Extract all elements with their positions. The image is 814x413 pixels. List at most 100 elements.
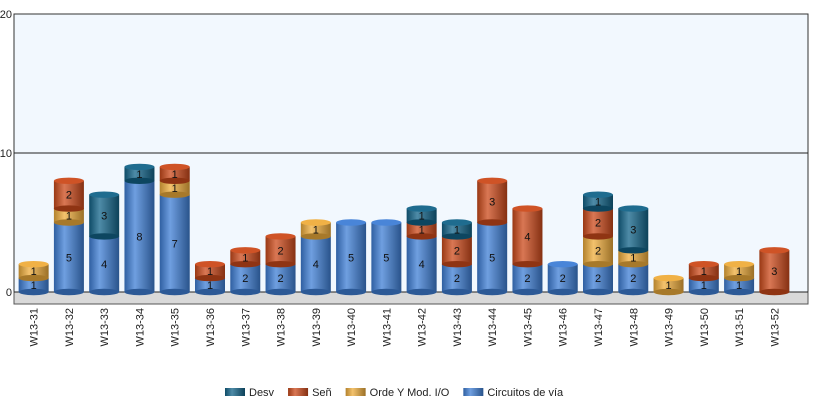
legend-item-circuitos-de-via[interactable]: Circuitos de vía [463,387,564,399]
bar-segment-bottom-cap [688,288,719,296]
bar-segment-circuitos-de-via: 1 [688,278,719,296]
bar-top-cap [724,261,755,268]
bar-segment-sen: 3 [477,177,508,226]
bar-data-label: 2 [595,245,601,257]
bar-data-label: 1 [419,224,425,236]
bar-segment-orde-y-mod-i-o: 2 [583,236,613,268]
bar-segment-bottom-cap [724,274,755,282]
bar-data-label: 1 [419,211,425,223]
bar-segment-circuitos-de-via: 5 [336,219,367,296]
bar-data-label: 4 [101,259,107,271]
bar-segment-bottom-cap [477,219,508,226]
bar-segment-desv: 1 [406,205,437,226]
bar-data-label: 2 [595,218,601,230]
bar-data-label: 2 [66,190,72,202]
bar-top-cap [124,163,155,171]
legend-item-orde-y-mod-i-o[interactable]: Orde Y Mod. I/O [345,387,450,399]
bar-segment-circuitos-de-via: 2 [618,264,649,296]
bar-segment-bottom-cap [89,288,120,296]
bar-segment-bottom-cap [159,288,190,296]
bar-segment-body [512,208,543,265]
bar-segment-circuitos-de-via: 4 [406,236,437,296]
bar-segment-bottom-cap [124,177,155,184]
bar-data-label: 4 [419,259,425,271]
bar-data-label: 5 [66,252,72,264]
bar-segment-desv: 1 [124,163,155,184]
bar-segment-body [159,180,190,195]
bar-data-label: 2 [277,245,283,257]
bar-top-cap [371,219,402,226]
x-tick-label: W13-47 [593,308,605,347]
bar-segment-sen: 1 [406,222,437,240]
bar-top-cap [759,247,790,254]
bar-segment-bottom-cap [300,233,331,240]
bar-segment-circuitos-de-via: 5 [371,219,402,296]
bar-data-label: 1 [665,280,671,292]
bar-stack-w13-48: 2 1 3 [618,205,649,296]
bar-stack-w13-49: 1 [653,274,684,296]
bar-segment-orde-y-mod-i-o: 1 [618,250,649,268]
x-tick-label: W13-50 [699,308,711,347]
bar-segment-body [406,236,437,292]
bar-segment-sen: 1 [195,261,225,282]
bar-segment-bottom-cap [406,288,437,296]
bar-segment-body [653,278,684,292]
legend-swatch [463,388,484,396]
y-tick-label: 0 [6,287,12,299]
bar-segment-body [512,264,543,292]
bar-segment-bottom-cap [195,274,225,282]
bar-stack-w13-35: 7 1 1 [159,163,190,296]
bar-segment-orde-y-mod-i-o: 1 [653,274,684,296]
legend-label: Desv [249,387,275,399]
bar-segment-body [583,208,613,237]
legend-swatch [345,388,366,396]
x-tick-label: W13-32 [64,308,76,347]
bar-segment-body [477,222,508,292]
bar-segment-bottom-cap [300,288,331,296]
legend-label: Señ [312,387,332,399]
bar-stack-w13-51: 11 [724,261,755,296]
bar-data-label: 7 [172,238,178,250]
bar-segment-body [724,264,755,279]
legend-item-sen[interactable]: Señ [288,387,332,399]
bar-segment-body [724,278,755,292]
bar-segment-body [89,236,120,292]
bar-top-cap [300,219,331,226]
x-tick-label: W13-36 [205,308,217,347]
bar-segment-orde-y-mod-i-o: 1 [53,208,84,226]
bar-data-label: 1 [736,266,742,278]
bar-data-label: 1 [136,169,142,181]
bar-segment-body [336,222,367,292]
bar-data-label: 5 [489,252,495,264]
bar-segment-body [230,264,261,292]
bar-segment-circuitos-de-via: 4 [300,236,331,296]
bar-data-label: 2 [454,245,460,257]
bar-segment-circuitos-de-via: 8 [124,180,155,296]
bar-data-label: 5 [383,252,389,264]
bar-top-cap [159,163,190,171]
bar-segment-bottom-cap [583,233,613,240]
bar-top-cap [230,247,261,254]
bar-data-label: 1 [207,280,213,292]
x-tick-label: W13-48 [628,308,640,347]
legend-item-desv[interactable]: Desv [225,387,275,399]
bar-segment-body [583,236,613,265]
bar-segment-body [759,250,790,292]
bar-segment-sen: 1 [230,247,261,268]
bar-segment-circuitos-de-via: 2 [512,264,543,296]
bar-segment-orde-y-mod-i-o: 1 [724,261,755,282]
legend-label: Orde Y Mod. I/O [370,387,450,399]
bar-top-cap [512,205,543,212]
bar-data-label: 1 [172,183,178,195]
bar-data-label: 1 [313,224,319,236]
bar-segment-body [441,222,472,237]
bar-segment-bottom-cap [512,261,543,268]
bar-data-label: 1 [66,211,72,223]
bar-data-label: 2 [277,273,283,285]
bar-segment-circuitos-de-via: 2 [441,264,472,296]
bar-segment-bottom-cap [477,288,508,296]
bar-segment-body [583,194,613,209]
bar-segment-bottom-cap [653,288,684,296]
bar-segment-sen: 3 [759,247,790,296]
bar-data-label: 2 [560,273,566,285]
